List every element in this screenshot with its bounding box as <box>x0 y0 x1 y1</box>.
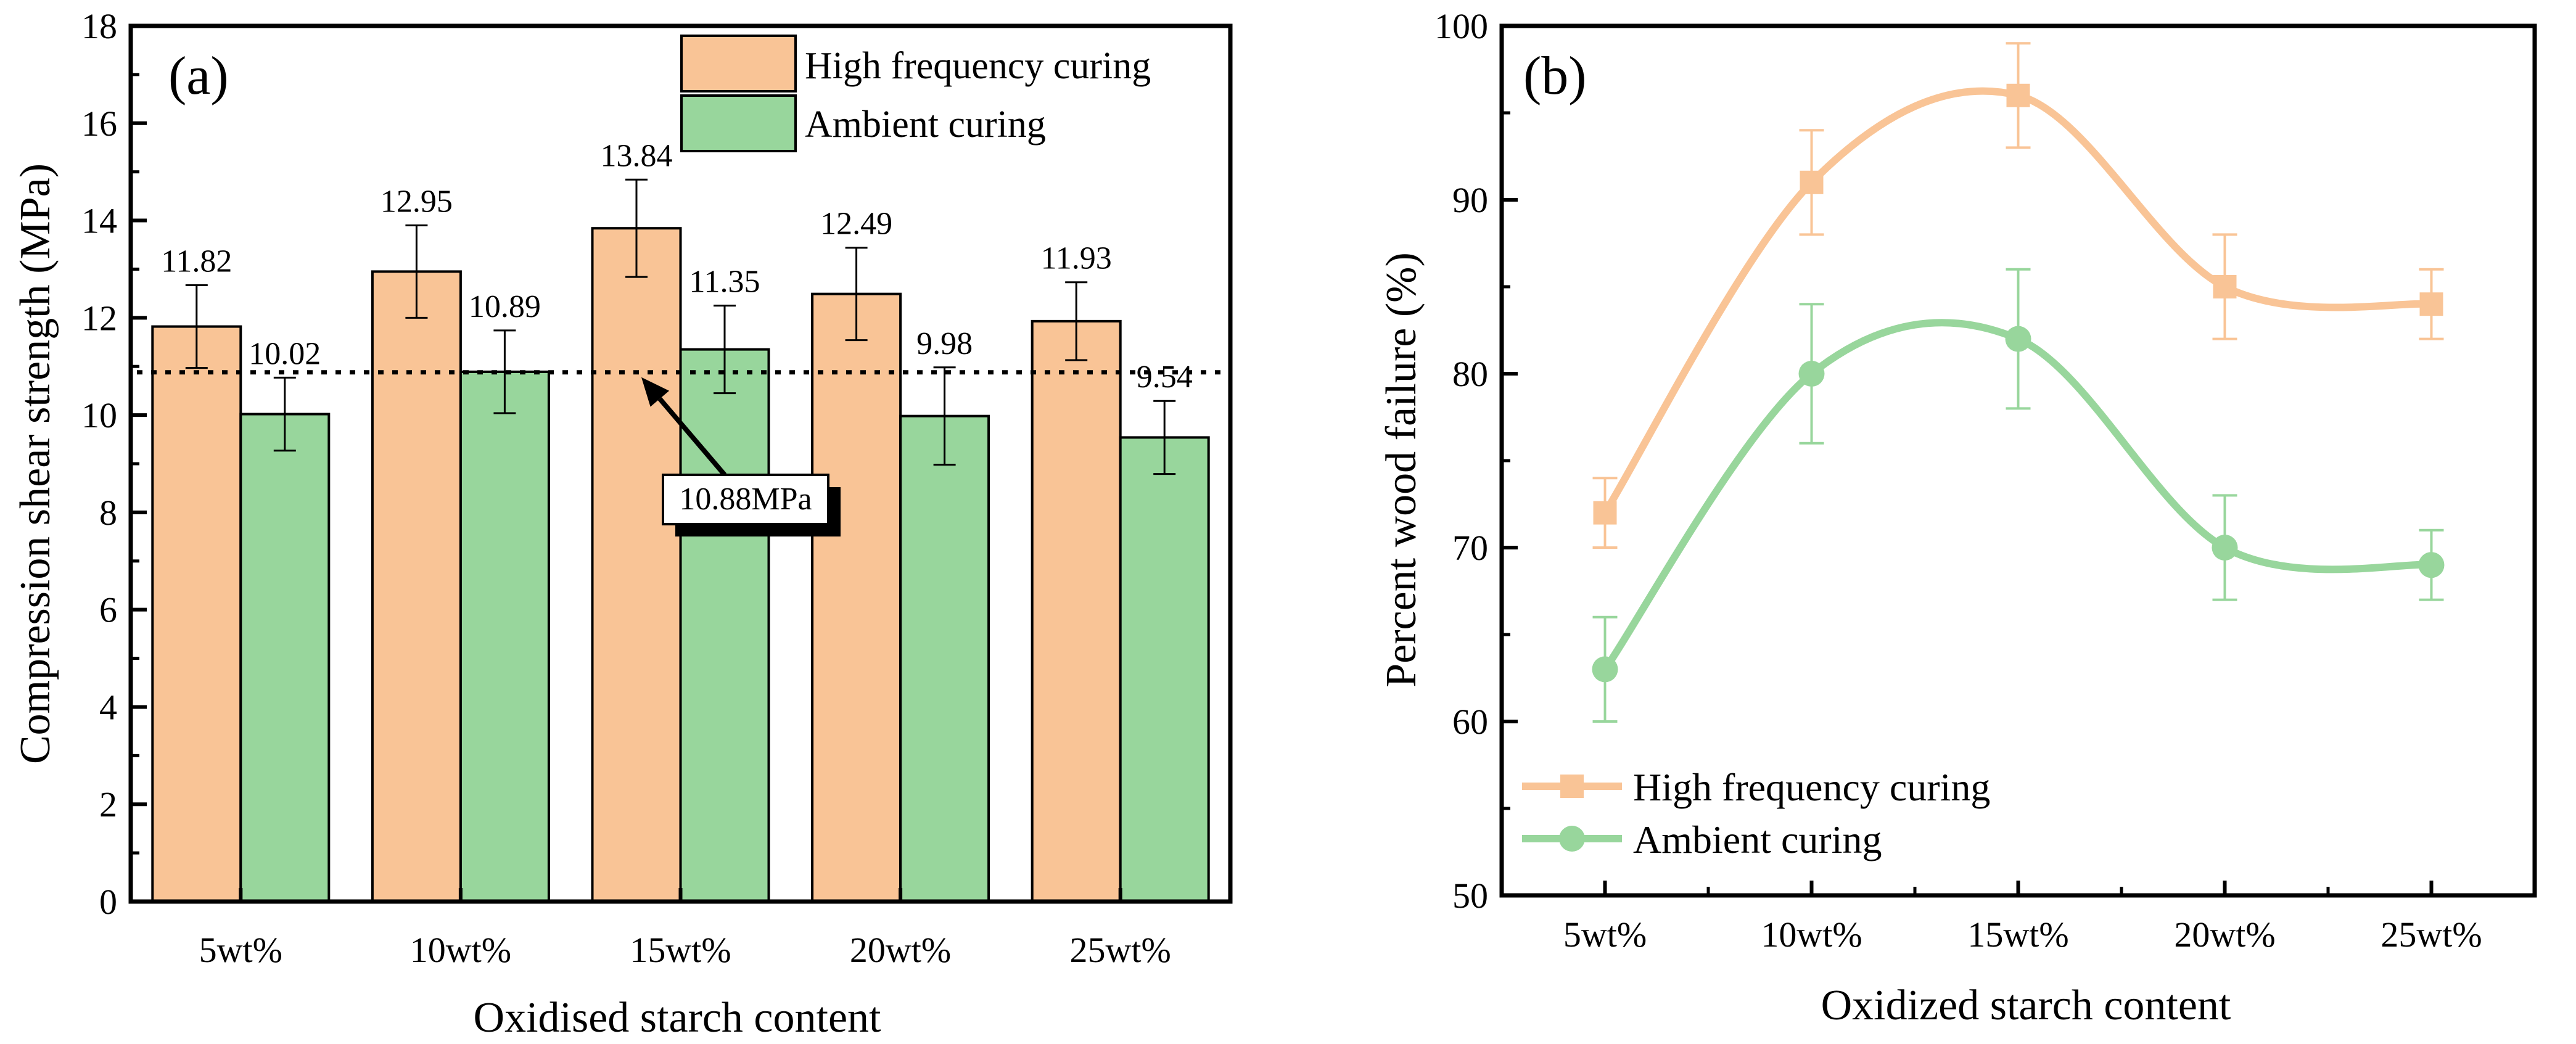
annotation-box <box>662 474 829 525</box>
legend-b: High frequency curing Ambient curing <box>1522 765 1990 861</box>
x-tick-label: 10wt% <box>1761 915 1862 955</box>
bar <box>899 414 990 903</box>
y-tick-label: 90 <box>1452 180 1488 220</box>
legend-a: High frequency curing Ambient curing <box>680 35 1151 152</box>
y-tick-label: 100 <box>1434 6 1488 46</box>
legend-label-ambient: Ambient curing <box>1633 818 1882 861</box>
y-tick-label: 80 <box>1452 354 1488 394</box>
data-point-circle <box>2418 552 2445 578</box>
y-tick-label: 6 <box>99 590 117 630</box>
bar <box>591 227 682 903</box>
data-label: 10.02 <box>249 336 321 371</box>
x-tick-label: 25wt% <box>2381 915 2482 955</box>
bar <box>239 413 331 903</box>
y-tick-label: 14 <box>81 201 117 241</box>
data-label: 10.89 <box>469 289 541 324</box>
y-tick-label: 60 <box>1452 702 1488 742</box>
bar <box>371 270 462 903</box>
data-label: 11.82 <box>161 244 232 279</box>
data-point-square <box>1593 501 1617 525</box>
data-point-square <box>2419 292 2443 316</box>
data-point-square <box>1800 170 1824 194</box>
data-point-circle <box>2005 326 2031 352</box>
x-tick-label: 25wt% <box>1070 930 1171 970</box>
x-axis-title-b: Oxidized starch content <box>1821 982 2231 1029</box>
data-label: 13.84 <box>601 138 673 173</box>
y-tick-label: 2 <box>99 784 117 824</box>
data-label: 9.98 <box>916 326 973 361</box>
data-point-square <box>2006 83 2030 107</box>
bar <box>811 292 902 903</box>
data-label: 11.35 <box>689 265 760 300</box>
bar-series-group <box>151 227 1210 903</box>
x-axis-title-a: Oxidised starch content <box>474 994 881 1042</box>
x-tick-label: 20wt% <box>2174 915 2275 955</box>
y-tick-label: 12 <box>81 298 117 338</box>
y-tick-label: 0 <box>99 882 117 922</box>
legend-swatch-high-frequency <box>680 35 797 92</box>
y-tick-label: 16 <box>81 104 117 144</box>
x-tick-label: 15wt% <box>630 930 731 970</box>
bar <box>1119 436 1210 903</box>
bar <box>459 370 550 903</box>
y-axis-title-b: Percent wood failure (%) <box>1378 252 1425 688</box>
panel-b-line-chart: 5wt% 10wt% 15wt% 20wt% 25wt% 50 60 70 80 90 100 (b… <box>1378 6 2537 1029</box>
error-bar-group <box>185 178 1176 475</box>
reference-line-label: 10.88MPa <box>679 482 812 517</box>
panel-a-bar-chart: 5wt% 10wt% 15wt% 20wt% 25wt%024681012141618 … <box>12 6 1233 1042</box>
data-label: 12.95 <box>381 184 453 219</box>
plot-frame-a <box>128 23 1233 904</box>
data-label-group: 11.82 10.02 12.95 10.89 13.84 11.35 12.49 9.98 1… <box>161 138 1192 395</box>
panel-label-b: (b) <box>1523 46 1587 106</box>
marker-group <box>1592 83 2445 683</box>
legend-swatch-ambient <box>680 94 797 152</box>
data-point-circle <box>1592 656 1618 683</box>
panel-label-a: (a) <box>168 46 229 106</box>
axis-ticks-group: 5wt% 10wt% 15wt% 20wt% 25wt% 0 2 4 6 8 10 12 14 16 18 <box>81 6 1171 970</box>
x-tick-label: 15wt% <box>1967 915 2068 955</box>
y-tick-label: 8 <box>99 493 117 533</box>
y-axis-title-a: Compression shear strength (MPa) <box>12 163 59 764</box>
bar <box>679 348 770 903</box>
y-tick-label: 70 <box>1452 528 1488 568</box>
data-label: 12.49 <box>820 207 892 242</box>
x-tick-label: 5wt% <box>1563 915 1647 955</box>
legend-label-high-frequency: High frequency curing <box>1633 765 1990 809</box>
data-label: 11.93 <box>1041 241 1112 276</box>
error-bar-group <box>1592 42 2444 723</box>
legend-label-high-frequency: High frequency curing <box>805 45 1151 87</box>
data-label: 9.54 <box>1137 360 1193 395</box>
legend-label-ambient: Ambient curing <box>805 104 1046 146</box>
x-tick-label: 20wt% <box>850 930 951 970</box>
y-tick-label: 50 <box>1452 876 1488 916</box>
axis-ticks-group: 5wt% 10wt% 15wt% 20wt% 25wt% 50 60 70 80 90 100 <box>1434 6 2482 955</box>
annotation-arrow-head <box>641 377 670 407</box>
y-tick-label: 10 <box>81 395 117 435</box>
bar <box>1031 319 1122 903</box>
data-point-square <box>2213 275 2237 298</box>
data-point-circle <box>2212 535 2238 561</box>
legend-marker-circle <box>1559 826 1585 852</box>
bar <box>151 325 242 903</box>
x-tick-label: 5wt% <box>199 930 282 970</box>
x-tick-label: 10wt% <box>410 930 511 970</box>
y-tick-label: 18 <box>81 6 117 46</box>
legend-marker-square <box>1560 775 1584 798</box>
y-tick-label: 4 <box>99 687 117 727</box>
annotation-arrow <box>657 397 727 477</box>
plot-frame-b <box>1499 23 2537 898</box>
data-point-circle <box>1798 361 1825 387</box>
